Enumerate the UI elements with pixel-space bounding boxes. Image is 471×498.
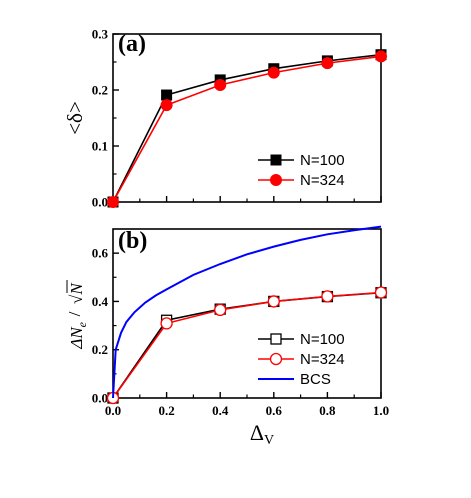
panel-b-ylabel-denominator: N [67, 282, 86, 296]
y-tick-label: 0.0 [92, 195, 108, 210]
panel-b-series [106, 225, 388, 405]
x-tick-label: 1.0 [373, 403, 389, 418]
svg-text:ΔNe: ΔNe [67, 321, 89, 349]
panel-b-label: (b) [118, 228, 147, 254]
data-point [267, 66, 280, 79]
y-tick-label: 0.2 [92, 342, 108, 357]
data-point [321, 290, 334, 303]
y-tick-label: 0.1 [92, 139, 108, 154]
x-tick-label: 0.6 [266, 403, 283, 418]
data-point [321, 57, 334, 70]
legend-marker [270, 154, 282, 166]
legend-label: BCS [300, 371, 331, 388]
series-line-n324 [112, 291, 382, 399]
panel-b-ylabel: ΔNe / √N [65, 280, 89, 350]
data-point [374, 286, 388, 299]
panel-a-legend: N=100 N=324 [258, 152, 345, 189]
panel-a-label: (a) [118, 31, 146, 57]
y-tick-label: 0.4 [92, 294, 109, 309]
panel-a: 0.0 0.1 0.2 0.3 (a) <δ> N=100 N=324 [63, 27, 387, 210]
panel-a-ticks: 0.0 0.1 0.2 0.3 [92, 27, 382, 210]
svg-text:√N: √N [67, 282, 86, 304]
x-tick-label: 0.8 [319, 403, 336, 418]
data-point [375, 50, 387, 63]
data-point [107, 196, 119, 208]
panel-b-ylabel-numerator: ΔN [67, 326, 86, 350]
data-point [267, 295, 280, 308]
panel-b-legend: N=100 N=324 BCS [258, 331, 345, 388]
y-tick-label: 0.0 [92, 391, 108, 406]
panel-a-series [107, 49, 387, 208]
panel-b: 0.00.20.40.60.0 0.2 0.4 0.6 0.8 1.0 (b) ΔNe /… [65, 225, 389, 448]
y-tick-label: 0.3 [92, 27, 109, 42]
legend-label: N=100 [300, 152, 345, 169]
x-tick-label: 0.2 [158, 403, 174, 418]
legend-label: N=324 [300, 351, 345, 368]
y-tick-label: 0.2 [92, 83, 108, 98]
legend-marker [269, 352, 283, 366]
series-line-n100 [112, 53, 382, 203]
legend-label: N=100 [300, 331, 345, 348]
x-tick-label: 0.4 [212, 403, 229, 418]
series-line-bcs [112, 225, 382, 399]
legend-label: N=324 [300, 172, 345, 189]
panel-b-ticks: 0.0 0.2 0.4 0.6 0.0 0.2 0.4 0.6 0.8 1.0 [92, 246, 389, 418]
series-line-n324 [112, 55, 382, 203]
x-tick-label: 0.0 [105, 403, 121, 418]
x-axis-label-main: Δ [250, 420, 264, 445]
data-point [160, 99, 173, 112]
x-axis-label: ΔV [250, 420, 274, 448]
legend-marker [270, 333, 282, 345]
data-point [214, 78, 227, 91]
panel-b-ylabel-subscript: e [75, 321, 89, 327]
data-point [160, 317, 173, 330]
svg-text:/: / [65, 311, 84, 316]
data-point [214, 303, 227, 317]
panel-a-ylabel: <δ> [63, 101, 87, 135]
x-axis-label-subscript: V [264, 433, 274, 448]
y-tick-label: 0.6 [92, 246, 109, 261]
data-point [161, 89, 173, 101]
legend-marker [270, 174, 282, 186]
